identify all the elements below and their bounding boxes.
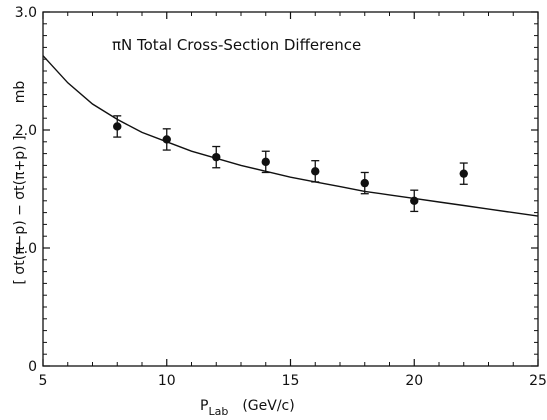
x-tick-label: 15 — [282, 373, 300, 389]
y-tick-label: 3.0 — [15, 5, 37, 21]
x-tick-label: 5 — [39, 373, 48, 389]
data-points-layer — [113, 115, 468, 213]
data-point — [162, 135, 171, 144]
data-point — [360, 178, 369, 188]
y-axis-label: [ σt(π−p) − σt(π+p) ] — [12, 135, 28, 284]
x-axis-label-subscript: Lab — [208, 405, 228, 418]
data-point — [212, 152, 221, 162]
data-point — [113, 122, 122, 131]
axis-ticks — [42, 11, 539, 367]
fit-curve-layer — [42, 55, 539, 217]
fit-curve — [42, 55, 539, 217]
x-axis-label-unit: (GeV/c) — [242, 398, 294, 414]
y-tick-label: 2.0 — [15, 123, 37, 139]
data-point — [261, 157, 270, 167]
x-axis-label: PLab (GeV/c) — [200, 398, 295, 418]
y-tick-label: 1.0 — [15, 241, 37, 257]
x-tick-label: 10 — [158, 373, 176, 389]
y-tick-label: 0 — [28, 359, 37, 375]
data-point — [459, 169, 468, 178]
chart-title: πN Total Cross-Section Difference — [112, 36, 361, 54]
data-point — [311, 167, 320, 176]
x-tick-label: 25 — [529, 373, 547, 389]
x-tick-label: 20 — [405, 373, 423, 389]
plot-frame — [42, 11, 539, 367]
x-axis-label-main: P — [200, 398, 208, 414]
labels-layer: 5 10 15 20 25 0 1.0 2.0 3.0 πN Total Cross-Sectio… — [12, 5, 547, 418]
y-axis-unit: mb — [12, 81, 28, 104]
data-point — [410, 196, 419, 205]
